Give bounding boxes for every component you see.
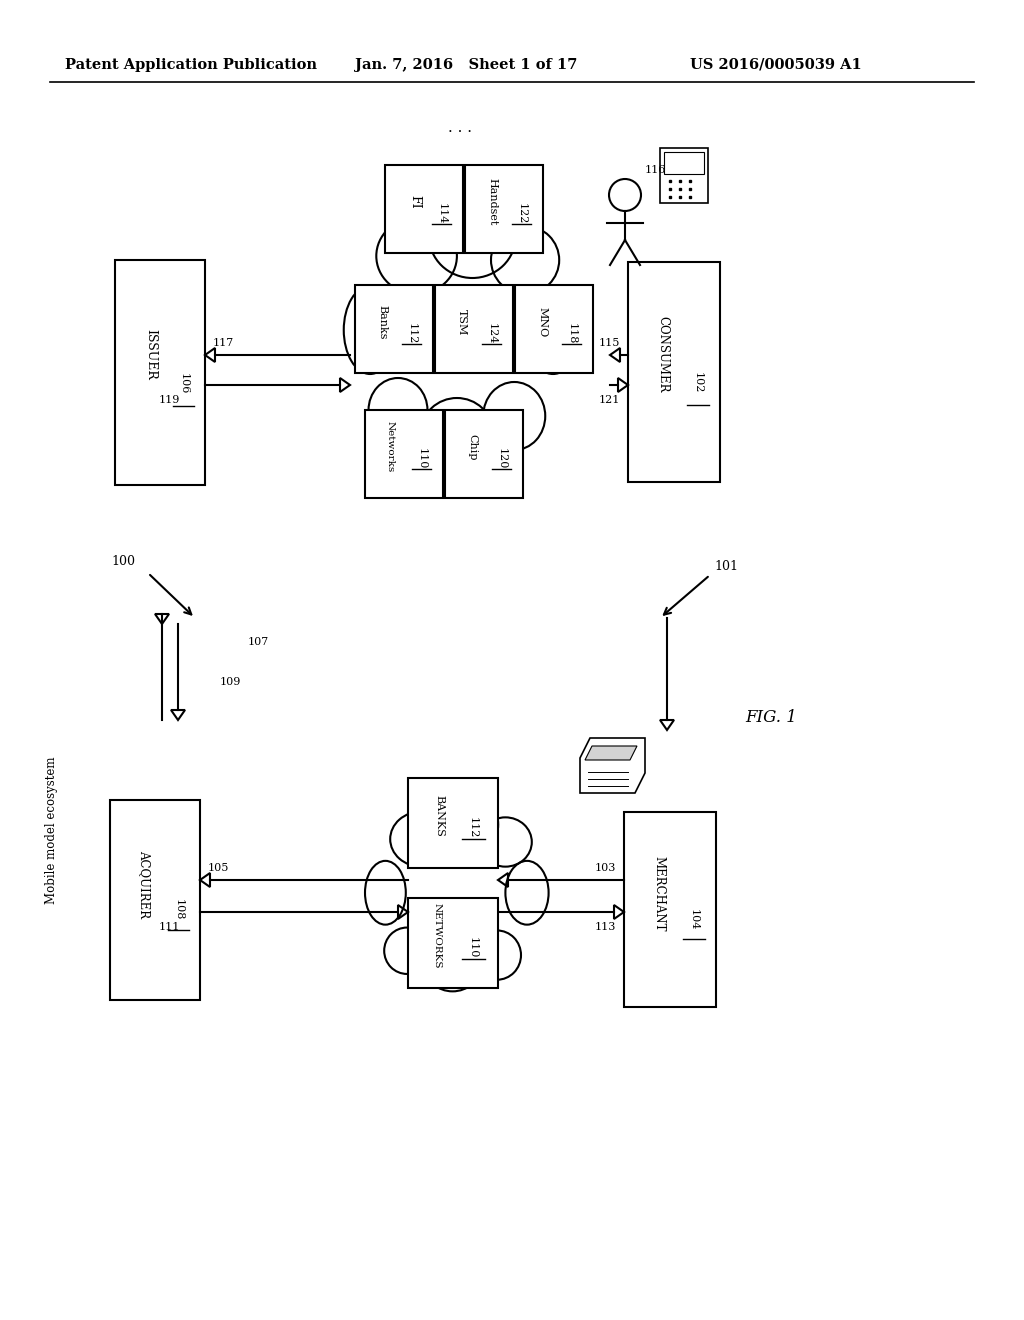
Ellipse shape	[344, 286, 396, 374]
Bar	[624, 812, 716, 1007]
Bar	[465, 165, 543, 253]
Text: 112: 112	[407, 322, 416, 345]
Text: . . .: . . .	[449, 121, 472, 135]
Text: 120: 120	[497, 447, 506, 469]
Text: NETWORKS: NETWORKS	[432, 903, 441, 969]
Text: MNO: MNO	[538, 306, 547, 337]
Text: 110: 110	[468, 937, 478, 958]
Bar	[385, 165, 463, 253]
Text: US 2016/0005039 A1: US 2016/0005039 A1	[690, 58, 862, 73]
Ellipse shape	[384, 928, 430, 974]
Ellipse shape	[323, 741, 587, 1060]
Text: FIG. 1: FIG. 1	[745, 710, 797, 726]
Text: 111: 111	[159, 921, 180, 932]
Text: 102: 102	[693, 372, 702, 393]
Ellipse shape	[421, 399, 493, 466]
Text: 104: 104	[689, 908, 699, 929]
Text: 122: 122	[516, 203, 526, 224]
Text: Mobile model ecosystem: Mobile model ecosystem	[45, 756, 58, 904]
Text: 115: 115	[599, 338, 620, 348]
Text: 117: 117	[213, 338, 234, 348]
Bar	[660, 148, 708, 203]
Text: 107: 107	[248, 638, 269, 647]
Bar	[408, 777, 498, 869]
Bar	[110, 800, 200, 1001]
Text: 114: 114	[436, 203, 446, 224]
Ellipse shape	[525, 286, 581, 374]
Text: Banks: Banks	[377, 305, 387, 339]
Bar	[515, 285, 593, 374]
Text: ISSUER: ISSUER	[144, 329, 158, 380]
Bar	[365, 411, 443, 498]
Circle shape	[609, 180, 641, 211]
Text: Jan. 7, 2016   Sheet 1 of 17: Jan. 7, 2016 Sheet 1 of 17	[355, 58, 578, 73]
Text: Handset: Handset	[487, 178, 498, 226]
Text: 100: 100	[111, 554, 135, 568]
Text: Chip: Chip	[467, 434, 477, 461]
Polygon shape	[585, 746, 637, 760]
Text: 101: 101	[714, 560, 738, 573]
Ellipse shape	[365, 861, 406, 924]
Text: 116: 116	[645, 165, 667, 176]
Text: ACQUIRER: ACQUIRER	[137, 850, 151, 919]
Text: MERCHANT: MERCHANT	[652, 857, 666, 932]
Text: 113: 113	[595, 921, 616, 932]
Text: FI: FI	[409, 195, 421, 209]
Ellipse shape	[290, 120, 631, 560]
Text: 106: 106	[178, 374, 188, 395]
Text: 118: 118	[566, 322, 577, 345]
Bar	[435, 285, 513, 374]
Text: TSM: TSM	[458, 309, 467, 335]
Ellipse shape	[506, 861, 549, 924]
Ellipse shape	[473, 931, 521, 979]
Ellipse shape	[490, 226, 559, 294]
Ellipse shape	[479, 817, 531, 867]
Text: 124: 124	[486, 322, 497, 345]
Bar	[664, 152, 705, 174]
Ellipse shape	[367, 230, 553, 450]
Bar	[628, 261, 720, 482]
Ellipse shape	[483, 381, 545, 450]
Text: Networks: Networks	[385, 421, 394, 473]
Ellipse shape	[376, 218, 457, 294]
Bar	[445, 411, 523, 498]
Text: 110: 110	[416, 447, 426, 469]
Ellipse shape	[425, 942, 480, 991]
Ellipse shape	[369, 378, 427, 442]
Bar	[408, 898, 498, 987]
Ellipse shape	[390, 812, 453, 867]
Text: 112: 112	[468, 817, 478, 838]
Bar	[355, 285, 433, 374]
Text: CONSUMER: CONSUMER	[656, 317, 670, 392]
Text: 109: 109	[220, 677, 242, 686]
Text: 121: 121	[599, 395, 620, 405]
Ellipse shape	[383, 820, 527, 979]
Text: BANKS: BANKS	[434, 795, 444, 837]
Text: 103: 103	[595, 863, 616, 873]
Text: 119: 119	[159, 395, 180, 405]
Text: 105: 105	[208, 863, 229, 873]
Bar	[115, 260, 205, 484]
Polygon shape	[580, 738, 645, 793]
Text: Patent Application Publication: Patent Application Publication	[65, 58, 317, 73]
Text: 108: 108	[173, 899, 183, 920]
Ellipse shape	[429, 194, 516, 279]
Ellipse shape	[431, 795, 499, 855]
